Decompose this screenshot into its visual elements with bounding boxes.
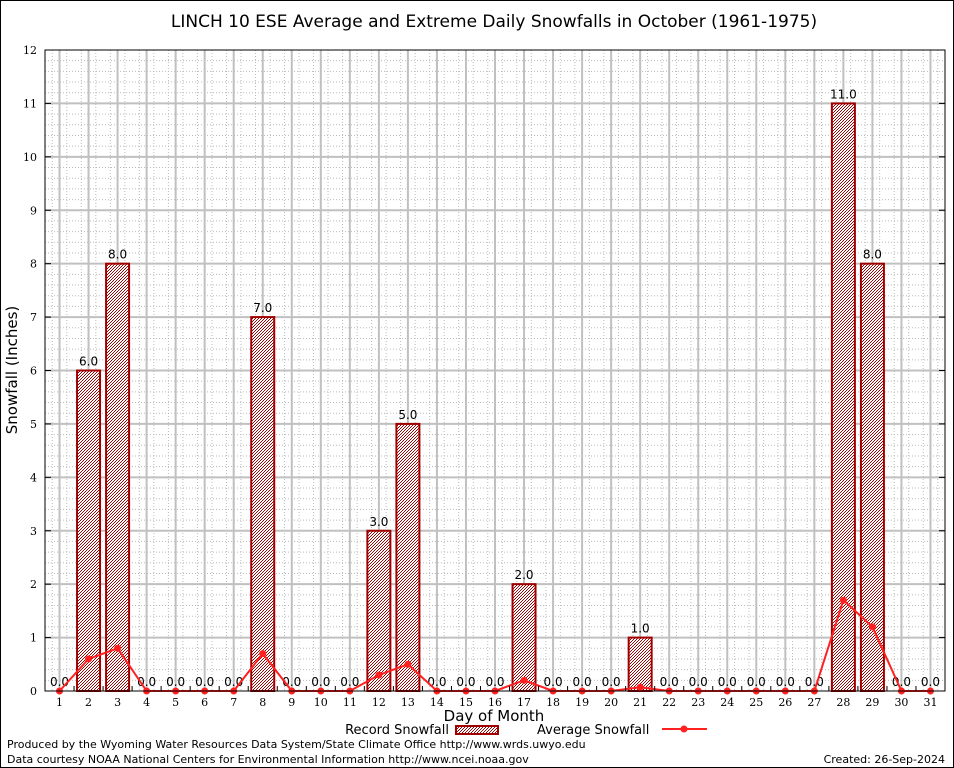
bar-value-label: 0.0 (573, 675, 592, 689)
x-tick-label: 9 (288, 696, 295, 709)
x-tick-label: 10 (314, 696, 328, 709)
x-tick-label: 1 (56, 696, 63, 709)
x-tick-label: 6 (201, 696, 208, 709)
bar-value-label: 0.0 (602, 675, 621, 689)
legend-average-label: Average Snowfall (537, 723, 649, 738)
average-point (114, 644, 122, 652)
bar-value-label: 0.0 (718, 675, 737, 689)
bar-value-label: 7.0 (253, 301, 272, 315)
x-tick-label: 25 (749, 696, 763, 709)
y-tick-label: 8 (30, 258, 37, 271)
average-point (85, 655, 93, 663)
x-tick-label: 7 (230, 696, 237, 709)
x-tick-label: 3 (114, 696, 121, 709)
x-tick-label: 11 (343, 696, 357, 709)
x-tick-label: 27 (807, 696, 821, 709)
chart-title: LINCH 10 ESE Average and Extreme Daily S… (171, 12, 817, 32)
average-point (259, 650, 267, 658)
y-tick-label: 7 (30, 311, 37, 324)
y-tick-label: 2 (30, 578, 37, 591)
bar-value-label: 5.0 (398, 408, 417, 422)
bar-value-label: 0.0 (340, 675, 359, 689)
x-tick-label: 14 (430, 696, 444, 709)
bar-value-label: 8.0 (108, 248, 127, 262)
bar-value-label: 0.0 (689, 675, 708, 689)
x-tick-label: 23 (691, 696, 705, 709)
x-tick-label: 29 (865, 696, 879, 709)
bar-value-label: 0.0 (776, 675, 795, 689)
x-tick-label: 18 (546, 696, 560, 709)
bar-value-label: 0.0 (166, 675, 185, 689)
y-tick-label: 4 (30, 471, 37, 484)
y-tick-label: 1 (30, 632, 37, 645)
y-tick-label: 12 (23, 44, 37, 57)
bar-value-label: 0.0 (747, 675, 766, 689)
x-tick-label: 2 (85, 696, 92, 709)
bar-value-label: 1.0 (631, 622, 650, 636)
y-axis-label: Snowfall (Inches) (3, 306, 21, 434)
x-tick-label: 4 (143, 696, 150, 709)
legend-record-label: Record Snowfall (345, 723, 449, 738)
y-tick-label: 9 (30, 204, 37, 217)
x-tick-label: 8 (259, 696, 266, 709)
x-tick-label: 15 (459, 696, 473, 709)
x-tick-label: 12 (372, 696, 386, 709)
footer-produced-by: Produced by the Wyoming Water Resources … (7, 738, 586, 751)
bar-value-label: 6.0 (79, 355, 98, 369)
x-tick-label: 19 (575, 696, 589, 709)
x-tick-label: 26 (778, 696, 792, 709)
bar-value-label: 2.0 (514, 568, 533, 582)
bar-value-label: 8.0 (863, 248, 882, 262)
y-tick-label: 6 (30, 365, 37, 378)
bar-value-label: 0.0 (921, 675, 940, 689)
y-tick-label: 0 (30, 685, 37, 698)
x-tick-label: 30 (894, 696, 908, 709)
x-axis-label: Day of Month (444, 707, 545, 725)
x-tick-label: 22 (662, 696, 676, 709)
x-tick-label: 28 (836, 696, 850, 709)
average-point (636, 683, 644, 691)
x-tick-label: 20 (604, 696, 618, 709)
x-tick-label: 5 (172, 696, 179, 709)
bar-value-label: 3.0 (369, 515, 388, 529)
footer-data-courtesy: Data courtesy NOAA National Centers for … (7, 753, 529, 766)
legend: Record Snowfall Average Snowfall (345, 723, 707, 738)
bar-value-label: 0.0 (485, 675, 504, 689)
x-tick-label: 16 (488, 696, 502, 709)
average-point (404, 660, 412, 668)
x-tick-label: 17 (517, 696, 531, 709)
bar-value-label: 0.0 (544, 675, 563, 689)
average-point (375, 671, 383, 679)
x-tick-label: 31 (923, 696, 937, 709)
footer-created-date: Created: 26-Sep-2024 (824, 753, 945, 766)
average-point (868, 623, 876, 631)
y-tick-label: 11 (23, 97, 37, 110)
legend-average-marker (680, 725, 688, 733)
y-tick-label: 5 (30, 418, 37, 431)
y-tick-label: 3 (30, 525, 37, 538)
y-tick-label: 10 (23, 151, 37, 164)
bar-value-label: 0.0 (660, 675, 679, 689)
x-tick-label: 21 (633, 696, 647, 709)
average-point (839, 596, 847, 604)
x-tick-label: 24 (720, 696, 734, 709)
legend-record-swatch (455, 725, 499, 735)
average-point (520, 676, 528, 684)
bar-value-label: 0.0 (311, 675, 330, 689)
bar-value-label: 0.0 (456, 675, 475, 689)
bar-value-label: 0.0 (195, 675, 214, 689)
x-tick-label: 13 (401, 696, 415, 709)
bar-value-label: 11.0 (830, 87, 857, 101)
